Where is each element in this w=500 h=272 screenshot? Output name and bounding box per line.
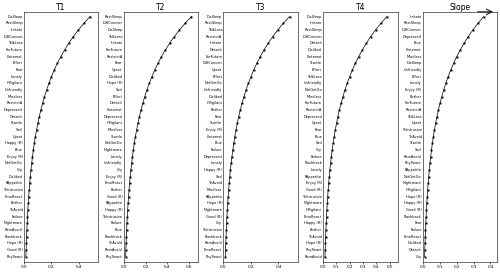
Title: Slope: Slope <box>450 3 470 12</box>
Title: T1: T1 <box>56 3 66 12</box>
Title: T2: T2 <box>156 3 166 12</box>
Title: T3: T3 <box>256 3 266 12</box>
Title: T4: T4 <box>356 3 365 12</box>
